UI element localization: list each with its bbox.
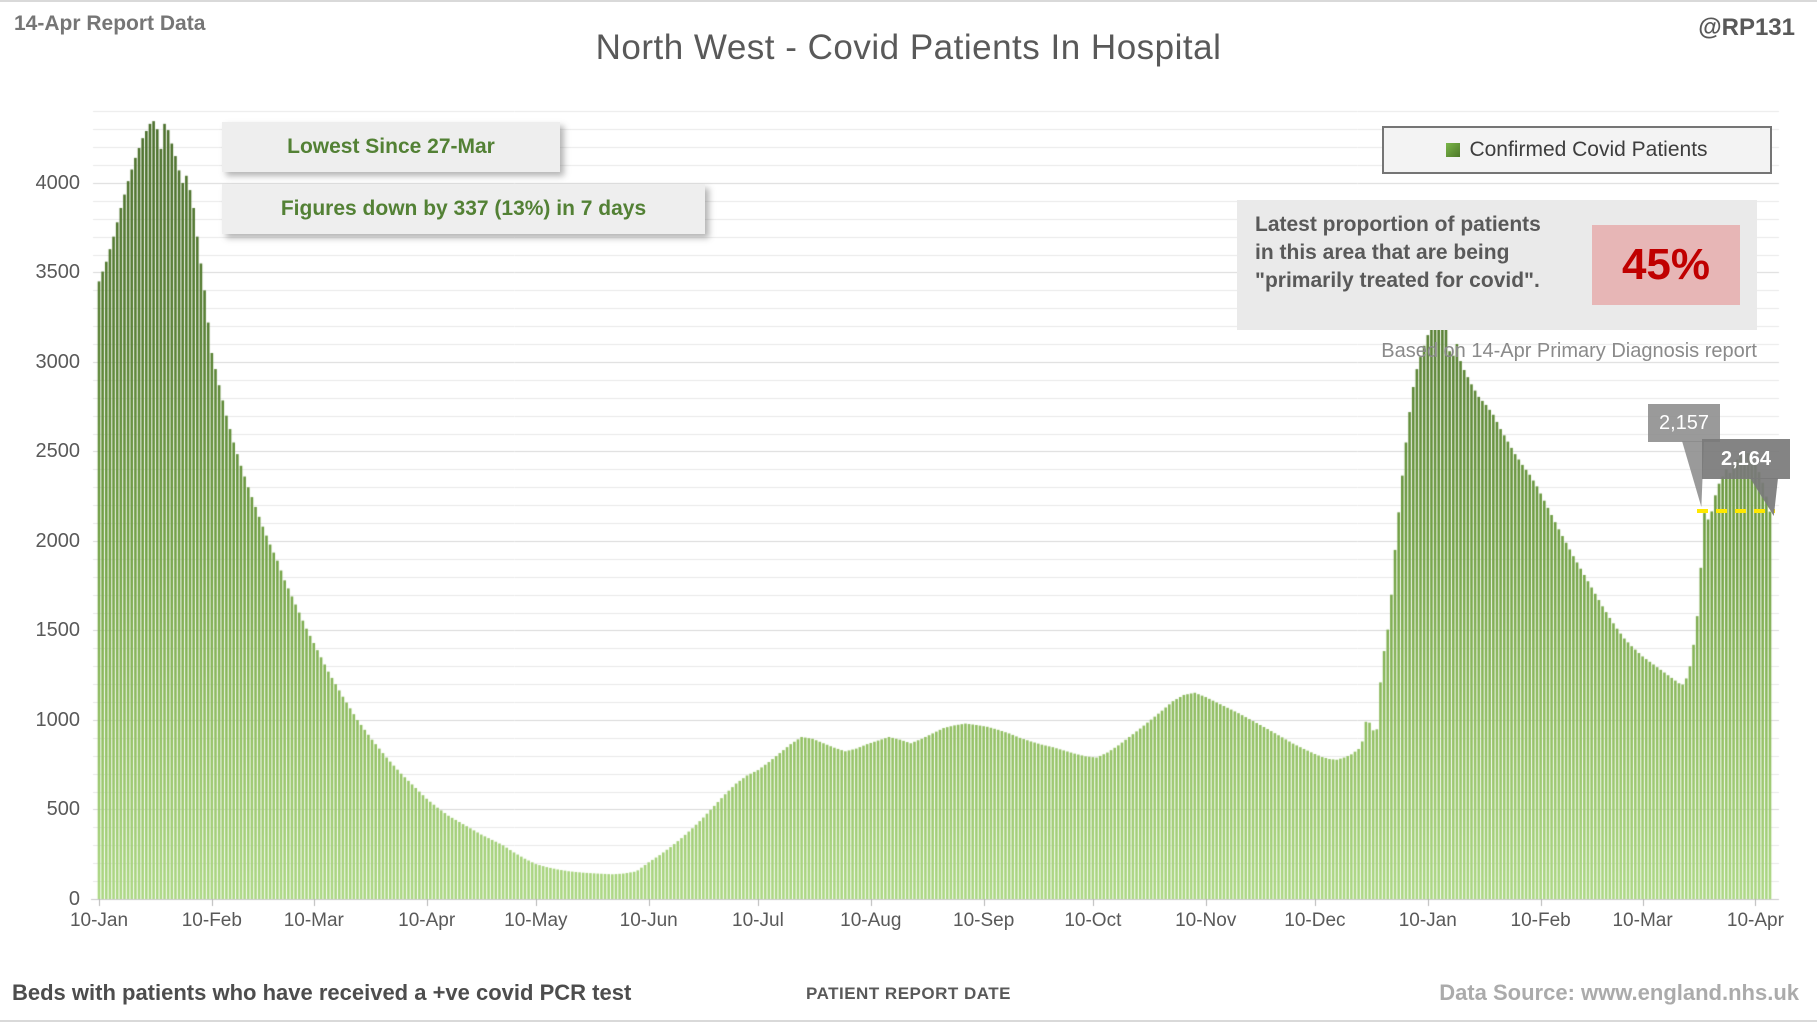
x-tick-label: 10-Mar xyxy=(283,910,344,931)
footer-description: Beds with patients who have received a +… xyxy=(12,980,632,1005)
x-tick-label: 10-Apr xyxy=(398,910,456,931)
report-date-tag: 14-Apr Report Data xyxy=(14,12,206,35)
page-title: North West - Covid Patients In Hospital xyxy=(595,28,1222,67)
x-tick-label: 10-May xyxy=(504,910,568,931)
x-tick-label: 10-Jun xyxy=(619,910,678,931)
y-tick-label: 2000 xyxy=(35,529,81,552)
based-on-note: Based on 14-Apr Primary Diagnosis report xyxy=(1381,340,1757,362)
x-tick-label: 10-Nov xyxy=(1175,910,1237,931)
annotation-weekly-change: Figures down by 337 (13%) in 7 days xyxy=(222,184,705,234)
x-tick-label: 10-Jan xyxy=(1398,910,1457,931)
annotation-lowest-since-text: Lowest Since 27-Mar xyxy=(287,135,495,158)
reference-dashed-line xyxy=(1697,509,1775,513)
legend-swatch-icon xyxy=(1446,143,1461,157)
x-tick-label: 10-Apr xyxy=(1726,910,1784,931)
callout-27-mar: 2,157 xyxy=(1648,404,1720,442)
y-tick-label: 500 xyxy=(46,798,80,821)
footer-data-source: Data Source: www.england.nhs.uk xyxy=(1439,980,1799,1005)
y-tick-label: 1000 xyxy=(35,708,81,731)
proportion-line-2: in this area that are being xyxy=(1255,241,1510,264)
y-tick-label: 4000 xyxy=(35,171,81,194)
y-tick-label: 2500 xyxy=(35,440,81,463)
y-tick-label: 3000 xyxy=(35,350,81,373)
legend: Confirmed Covid Patients xyxy=(1382,126,1772,174)
x-tick-label: 10-Dec xyxy=(1284,910,1346,931)
annotation-lowest-since: Lowest Since 27-Mar xyxy=(222,122,560,172)
author-handle: @RP131 xyxy=(1698,14,1795,41)
x-tick-label: 10-Jan xyxy=(69,910,129,931)
x-tick-label: 10-Feb xyxy=(1510,910,1571,931)
proportion-line-3: "primarily treated for covid". xyxy=(1255,269,1540,292)
x-tick-label: 10-Oct xyxy=(1064,910,1122,931)
proportion-value-badge: 45% xyxy=(1592,225,1740,305)
x-tick-label: 10-Sep xyxy=(953,910,1015,931)
x-tick-label: 10-Aug xyxy=(840,910,902,931)
legend-label: Confirmed Covid Patients xyxy=(1469,138,1708,161)
proportion-line-1: Latest proportion of patients xyxy=(1255,213,1541,236)
proportion-info-text: Latest proportion of patients in this ar… xyxy=(1255,211,1595,295)
x-tick-label: 10-Mar xyxy=(1612,910,1673,931)
x-tick-label: 10-Jul xyxy=(732,910,784,931)
x-tick-label: 10-Feb xyxy=(181,910,242,931)
callout-latest: 2,164 xyxy=(1702,439,1790,479)
y-tick-label: 3500 xyxy=(35,261,81,284)
x-axis-title: PATIENT REPORT DATE xyxy=(806,984,1011,1003)
y-tick-label: 1500 xyxy=(35,619,81,642)
annotation-weekly-change-text: Figures down by 337 (13%) in 7 days xyxy=(280,197,647,220)
y-tick-label: 0 xyxy=(68,888,80,910)
